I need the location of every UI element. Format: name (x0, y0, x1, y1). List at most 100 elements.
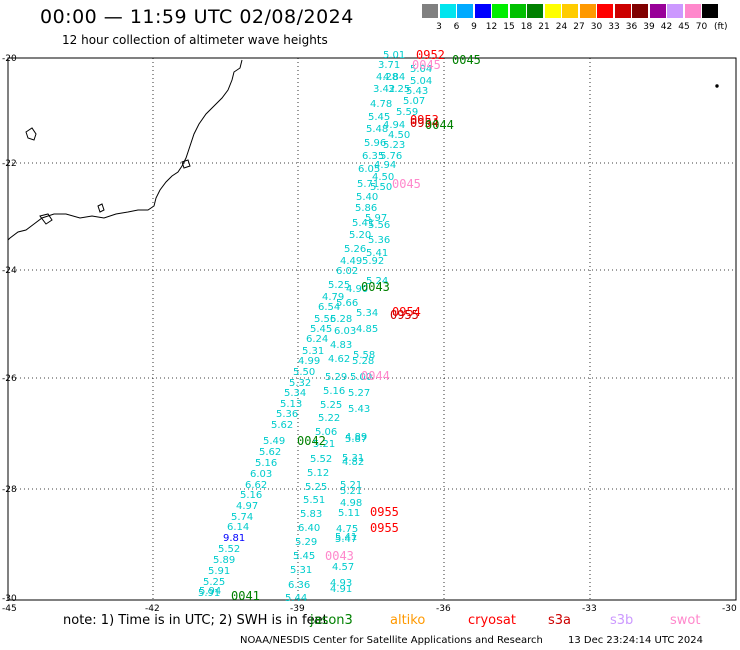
legend-swatch-label: 9 (471, 22, 477, 32)
wave-height-value: 4.83 (330, 340, 352, 351)
legend-swatch (527, 4, 543, 18)
lat-label: -26 (2, 374, 17, 384)
wave-height-value: 5.96 (364, 138, 386, 149)
wave-height-value: 5.40 (356, 192, 378, 203)
wave-height-value: 5.27 (348, 388, 370, 399)
wave-height-value: 4.94 (374, 160, 396, 171)
wave-height-value: 5.76 (380, 151, 402, 162)
wave-height-value: 5.50 (293, 367, 315, 378)
wave-height-value: 5.07 (403, 96, 425, 107)
lon-axis-labels: -45 -42 -39 -36 -33 -30 (2, 604, 737, 614)
legend-swatch-label: 6 (453, 22, 460, 32)
wave-height-value: 5.01 (383, 50, 405, 61)
wave-height-value: 5.62 (271, 420, 293, 431)
wave-height-value: 5.41 (352, 218, 374, 229)
wave-height-value: 4.94 (383, 120, 405, 131)
wave-height-value: 5.47 (335, 534, 357, 545)
legend-unit: (ft) (714, 22, 728, 32)
wave-height-value: 5.66 (336, 298, 358, 309)
wave-height-value: 5.92 (362, 256, 384, 267)
wave-height-value: 5.43 (406, 86, 428, 97)
page-subtitle: 12 hour collection of altimeter wave hei… (62, 33, 328, 47)
wave-height-value: 5.44 (285, 593, 307, 604)
wave-height-value: 5.49 (263, 436, 285, 447)
wave-height-value: 5.21 (340, 480, 362, 491)
legend-swatch (457, 4, 473, 18)
legend-swatch (597, 4, 613, 18)
wave-height-value: 5.43 (348, 404, 370, 415)
wave-height-value: 5.29 (325, 372, 347, 383)
wave-height-value: 5.31 (290, 565, 312, 576)
legend-swatch (614, 4, 631, 18)
wave-height-value: 5.23 (383, 140, 405, 151)
pass-time-label: 0043 (325, 549, 354, 563)
pass-time-label: 0954 (410, 116, 439, 130)
legend-swatch-label: 3 (436, 22, 442, 32)
satellite-name: swot (670, 613, 701, 628)
lon-label: -36 (436, 604, 451, 614)
wave-height-value: 5.59 (396, 107, 418, 118)
wave-height-value: 5.21 (340, 486, 362, 497)
wave-height-value: 6.24 (306, 334, 328, 345)
legend-swatch (667, 4, 683, 18)
wave-height-value: 5.22 (318, 413, 340, 424)
wave-height-value: 4.91 (330, 584, 352, 595)
wave-height-value: 5.32 (289, 378, 311, 389)
wave-height-value: 4.50 (372, 172, 394, 183)
pass-time-label: 0043 (361, 280, 390, 294)
lat-label: -30 (2, 594, 17, 604)
lon-label: -45 (2, 604, 17, 614)
wave-height-value: 5.21 (313, 439, 335, 450)
wave-height-value: 5.25 (203, 577, 225, 588)
wave-height-value: 5.41 (366, 248, 388, 259)
pass-time-label: 0955 (370, 521, 399, 535)
satellite-name: cryosat (468, 613, 516, 628)
wave-height-value: 6.40 (298, 523, 320, 534)
legend-swatch-label: 33 (608, 22, 620, 32)
legend-swatch (649, 4, 666, 18)
wave-height-value: 5.34 (356, 308, 378, 319)
lon-label: -42 (145, 604, 160, 614)
pass-time-label: 0045 (412, 58, 441, 72)
wave-height-value: 5.45 (310, 324, 332, 335)
wave-height-value: 6.02 (336, 266, 358, 277)
wave-height-value: 5.48 (366, 124, 388, 135)
wave-height-value: 6.05 (358, 164, 380, 175)
wave-height-value: 5.16 (240, 490, 262, 501)
legend-swatch (439, 4, 456, 18)
legend-swatch (474, 4, 491, 18)
legend-swatch-label: 36 (625, 22, 638, 32)
legend-swatch-label: 15 (503, 22, 515, 32)
legend-swatch-label: 39 (643, 22, 655, 32)
wave-height-value: 5.00 (350, 372, 372, 383)
wave-height-value: 4.82 (342, 457, 364, 468)
wave-height-value: 5.45 (368, 112, 390, 123)
wave-height-value: 4.89 (345, 432, 367, 443)
wave-height-value: 4.79 (322, 292, 344, 303)
wave-height-value: 6.35 (362, 151, 384, 162)
wave-height-value: 4.85 (356, 324, 378, 335)
wave-height-value: 5.25 (320, 400, 342, 411)
pass-time-label: 0953 (410, 113, 439, 127)
wave-height-value: 5.24 (366, 276, 388, 287)
wave-height-value: 5.74 (231, 512, 253, 523)
wave-height-value: 3.71 (378, 60, 400, 71)
wave-height-value: 4.49 (340, 256, 362, 267)
legend-swatch (509, 4, 526, 18)
wave-height-value: 4.98 (340, 498, 362, 509)
wave-height-value: 6.54 (318, 302, 340, 313)
pass-time-label: 0044 (425, 118, 454, 132)
legend-swatch (702, 4, 718, 18)
legend-swatch (579, 4, 596, 18)
wave-height-value: 5.28 (330, 314, 352, 325)
lat-label: -24 (2, 266, 17, 276)
wave-height-value: 5.36 (276, 409, 298, 420)
wave-height-value: 4.84 (383, 72, 405, 83)
wave-height-value: 6.03 (250, 469, 272, 480)
wave-height-value: 3.42 (373, 84, 395, 95)
wave-height-value: 5.51 (303, 495, 325, 506)
legend-swatch-label: 12 (485, 22, 498, 32)
pass-time-label: 0042 (297, 434, 326, 448)
wave-height-value: 5.86 (355, 203, 377, 214)
